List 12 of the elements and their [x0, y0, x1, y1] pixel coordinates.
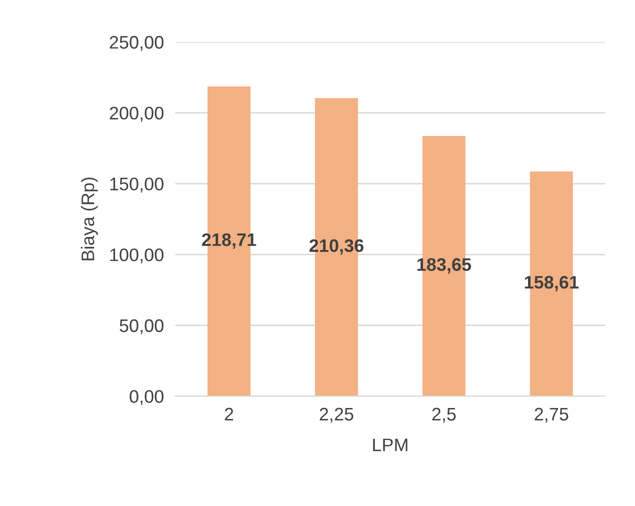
- x-axis-title: LPM: [373, 438, 408, 452]
- x-tick-label: 2,25: [320, 408, 354, 423]
- x-tick-label: 2: [224, 408, 234, 420]
- y-tick-label: 250,00: [110, 36, 164, 51]
- y-tick-label: 150,00: [110, 178, 164, 193]
- y-tick-label: 100,00: [110, 248, 164, 264]
- y-tick-label: 200,00: [110, 106, 164, 122]
- y-axis-title: Biaya (Rp): [80, 178, 98, 260]
- y-tick-label: 0,00: [130, 390, 164, 406]
- y-tick-label: 50,00: [120, 319, 164, 334]
- x-tick-label: 2,75: [534, 408, 568, 423]
- x-tick-label: 2,5: [432, 408, 456, 423]
